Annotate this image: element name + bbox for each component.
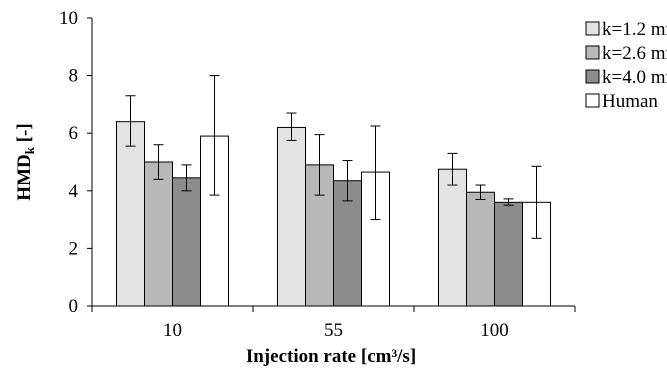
bar-k-4-0-mm-100	[494, 201, 523, 307]
bar-k-4-0-mm-10	[172, 177, 201, 307]
y-tick-label-2: 2	[69, 238, 79, 259]
bar-k-2-6-mm-100	[466, 191, 495, 307]
x-axis-title: Injection rate [cm³/s]	[246, 346, 416, 367]
error-bar-human-10	[209, 75, 220, 196]
legend-item-human: Human	[585, 91, 658, 112]
y-tick-label-10: 10	[59, 8, 78, 29]
legend-label: k=2.6 mm	[602, 43, 667, 64]
x-tick-label-100: 100	[480, 320, 509, 341]
y-tick-label-0: 0	[69, 296, 79, 317]
error-bar-k-2-6-mm-100	[475, 184, 486, 200]
legend-item-k-4-0-mm: k=4.0 mm	[585, 67, 667, 88]
y-axis-title-unit: [-]	[14, 123, 35, 147]
y-tick-label-4: 4	[69, 181, 79, 202]
error-bar-human-100	[531, 165, 542, 239]
y-axis-title-main: HMD	[14, 154, 35, 200]
error-bar-k-1-2-mm-100	[447, 152, 458, 186]
error-bar-human-55	[370, 125, 381, 221]
legend: k=1.2 mm k=2.6 mm k=4.0 mm Human	[585, 19, 667, 112]
axes-layer: 0 2 4 6 8 10 10 55 100	[59, 8, 576, 341]
error-bar-k-4-0-mm-10	[181, 164, 192, 192]
legend-swatch	[585, 93, 600, 108]
error-bar-k-1-2-mm-10	[125, 95, 136, 147]
legend-label: k=1.2 mm	[602, 19, 667, 40]
bar-k-1-2-mm-100	[438, 168, 467, 307]
y-axis-title: HMDk [-]	[14, 123, 37, 200]
y-axis-title-subscript: k	[22, 146, 37, 154]
error-bar-k-2-6-mm-10	[153, 144, 164, 180]
bar-layer	[116, 121, 551, 307]
y-tick-label-6: 6	[69, 123, 79, 144]
bar-human-55	[361, 171, 390, 307]
x-tick-label-55: 55	[324, 320, 343, 341]
legend-item-k-2-6-mm: k=2.6 mm	[585, 43, 667, 64]
error-bar-k-4-0-mm-55	[342, 160, 353, 202]
legend-label: k=4.0 mm	[602, 67, 667, 88]
y-tick-label-8: 8	[69, 66, 79, 87]
legend-label: Human	[602, 91, 658, 112]
legend-swatch	[585, 21, 600, 36]
error-bar-k-1-2-mm-55	[286, 112, 297, 141]
legend-item-k-1-2-mm: k=1.2 mm	[585, 19, 667, 40]
error-bar-k-2-6-mm-55	[314, 134, 325, 196]
error-bar-k-4-0-mm-100	[503, 198, 514, 206]
legend-swatch	[585, 69, 600, 84]
error-bar-layer	[125, 75, 542, 239]
bar-k-2-6-mm-10	[144, 161, 173, 307]
bar-k-1-2-mm-10	[116, 121, 145, 307]
x-tick-label-10: 10	[163, 320, 182, 341]
legend-swatch	[585, 45, 600, 60]
bar-k-1-2-mm-55	[277, 126, 306, 307]
